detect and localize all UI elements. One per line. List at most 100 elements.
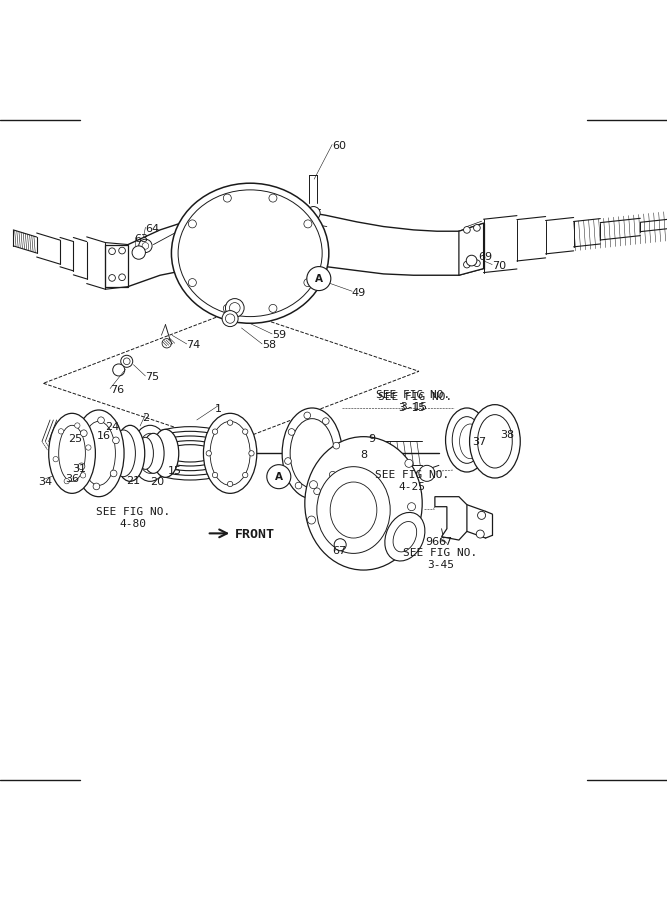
Text: 64: 64 — [145, 223, 159, 234]
Circle shape — [206, 451, 211, 456]
Ellipse shape — [155, 441, 225, 466]
Circle shape — [119, 274, 125, 281]
Text: 3-15: 3-15 — [399, 403, 426, 413]
Circle shape — [113, 437, 119, 444]
Circle shape — [269, 194, 277, 202]
Text: 15: 15 — [168, 466, 181, 476]
Text: 67: 67 — [438, 537, 453, 547]
Text: 8: 8 — [360, 450, 367, 460]
Circle shape — [142, 243, 149, 249]
Circle shape — [322, 418, 329, 425]
Ellipse shape — [305, 436, 422, 570]
Circle shape — [86, 445, 91, 450]
Circle shape — [243, 429, 248, 435]
Text: 49: 49 — [352, 288, 366, 298]
Circle shape — [75, 423, 80, 428]
Text: 60: 60 — [332, 140, 346, 151]
Polygon shape — [105, 245, 128, 286]
Text: 3-15: 3-15 — [400, 402, 427, 412]
Circle shape — [464, 261, 470, 268]
Text: 69: 69 — [478, 252, 493, 262]
Text: SEE FIG NO.: SEE FIG NO. — [375, 471, 450, 481]
Text: 4-80: 4-80 — [120, 519, 147, 529]
Circle shape — [225, 299, 244, 318]
Circle shape — [419, 465, 435, 482]
Circle shape — [222, 310, 238, 327]
Polygon shape — [459, 223, 484, 275]
Polygon shape — [435, 497, 467, 540]
Ellipse shape — [139, 431, 241, 475]
Ellipse shape — [115, 426, 145, 482]
Circle shape — [225, 314, 235, 323]
Ellipse shape — [111, 430, 135, 477]
Circle shape — [64, 479, 69, 484]
Circle shape — [307, 266, 331, 291]
Circle shape — [307, 516, 315, 524]
Ellipse shape — [203, 413, 257, 493]
Circle shape — [93, 483, 100, 490]
Circle shape — [132, 246, 145, 259]
Circle shape — [408, 503, 416, 510]
Circle shape — [466, 256, 477, 266]
Circle shape — [464, 227, 470, 233]
Ellipse shape — [147, 436, 233, 471]
Text: 76: 76 — [109, 385, 124, 395]
Text: 2: 2 — [142, 413, 149, 423]
Ellipse shape — [49, 413, 95, 493]
Circle shape — [78, 463, 85, 470]
Ellipse shape — [470, 405, 520, 478]
Circle shape — [113, 364, 125, 376]
Text: 20: 20 — [149, 477, 164, 487]
Text: 3-45: 3-45 — [427, 561, 454, 571]
Circle shape — [97, 417, 104, 424]
Circle shape — [162, 338, 171, 348]
Text: 21: 21 — [126, 476, 141, 486]
Text: SEE FIG NO.: SEE FIG NO. — [403, 548, 478, 558]
Text: 75: 75 — [145, 373, 159, 382]
Circle shape — [288, 428, 295, 436]
Circle shape — [227, 482, 233, 487]
Text: 38: 38 — [500, 430, 514, 440]
Text: SEE FIG NO.: SEE FIG NO. — [96, 507, 171, 517]
Ellipse shape — [165, 445, 215, 462]
Text: 70: 70 — [492, 261, 506, 271]
Text: SEE FIG NO.: SEE FIG NO. — [378, 392, 452, 401]
Circle shape — [229, 302, 240, 313]
Circle shape — [474, 260, 480, 266]
Circle shape — [123, 358, 130, 365]
Text: 4-25: 4-25 — [399, 482, 426, 492]
Ellipse shape — [131, 426, 169, 482]
Circle shape — [307, 206, 320, 220]
Circle shape — [188, 279, 196, 286]
Ellipse shape — [446, 408, 488, 472]
Circle shape — [304, 412, 311, 418]
Text: 96: 96 — [425, 537, 440, 547]
Circle shape — [267, 464, 291, 489]
Text: 9: 9 — [369, 434, 376, 444]
Text: 34: 34 — [38, 477, 53, 487]
Circle shape — [139, 239, 152, 253]
Text: 24: 24 — [105, 422, 119, 432]
Ellipse shape — [143, 433, 164, 473]
Text: 59: 59 — [271, 330, 286, 340]
Circle shape — [313, 488, 320, 495]
Circle shape — [223, 194, 231, 202]
Circle shape — [249, 451, 254, 456]
Circle shape — [285, 458, 291, 464]
Circle shape — [212, 429, 217, 435]
Circle shape — [304, 279, 312, 286]
Circle shape — [81, 430, 87, 436]
Text: 63: 63 — [135, 234, 148, 244]
Text: SEE FIG NO.: SEE FIG NO. — [376, 391, 451, 401]
Circle shape — [223, 304, 231, 312]
Circle shape — [329, 472, 336, 478]
Circle shape — [212, 472, 217, 478]
Ellipse shape — [317, 467, 390, 554]
Text: 31: 31 — [72, 464, 85, 474]
Circle shape — [121, 356, 133, 367]
Text: 36: 36 — [65, 474, 79, 484]
Circle shape — [478, 511, 486, 519]
Circle shape — [476, 530, 484, 538]
Ellipse shape — [171, 184, 329, 323]
Ellipse shape — [133, 427, 247, 480]
